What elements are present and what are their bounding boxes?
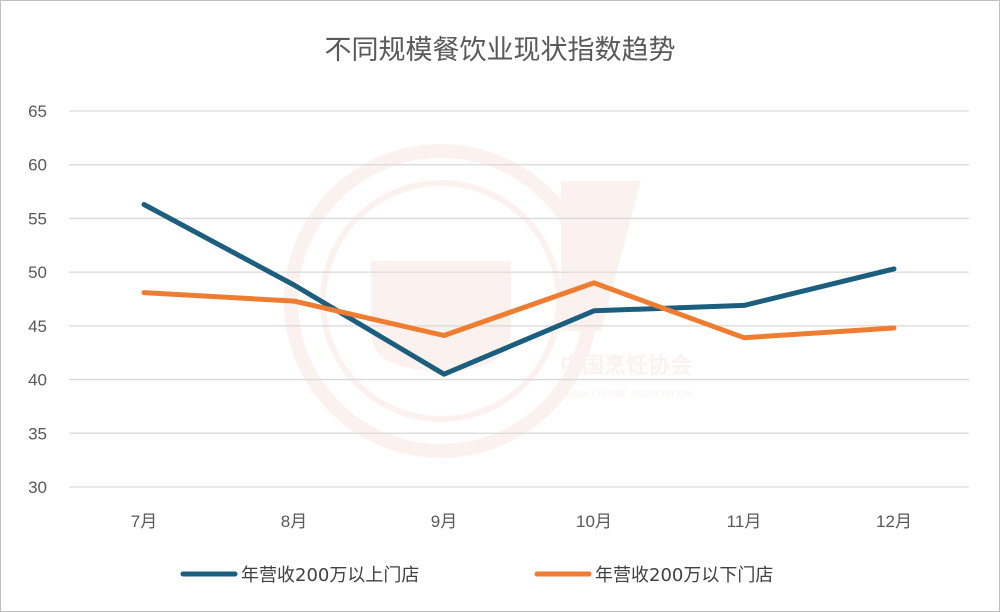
x-tick-label: 8月 [281,512,307,531]
chart-title: 不同规模餐饮业现状指数趋势 [325,35,676,66]
y-tick-label: 45 [28,317,47,336]
y-tick-label: 50 [28,263,47,282]
y-tick-label: 65 [28,102,47,121]
y-tick-label: 40 [28,371,47,390]
y-tick-label: 55 [28,209,47,228]
x-tick-label: 11月 [727,512,762,531]
watermark-text: 中国烹饪协会 [560,353,692,379]
legend: 年营收200万以上门店 年营收200万以下门店 [180,565,773,586]
watermark-subtext: CHINA CUISINE ASSOCIATION [560,390,692,400]
legend-label-2: 年营收200万以下门店 [595,565,773,586]
x-tick-label: 10月 [576,512,612,531]
y-tick-label: 35 [28,424,47,443]
legend-label-1: 年营收200万以上门店 [241,565,419,586]
x-axis-ticks: 7月 8月 9月 10月 11月 12月 [131,512,912,531]
x-tick-label: 12月 [876,512,912,531]
y-tick-label: 30 [28,478,47,497]
gridlines [69,110,969,488]
watermark-logo: 中国烹饪协会 CHINA CUISINE ASSOCIATION [284,144,692,458]
x-tick-label: 9月 [431,512,457,531]
series-line-1 [141,202,897,377]
y-axis-ticks: 30 35 40 45 50 55 60 65 [28,102,47,497]
series-lines [141,202,897,377]
series-line-2 [141,280,897,341]
y-tick-label: 60 [28,156,47,175]
watermark-vessel [371,261,511,371]
x-tick-label: 7月 [131,512,157,531]
